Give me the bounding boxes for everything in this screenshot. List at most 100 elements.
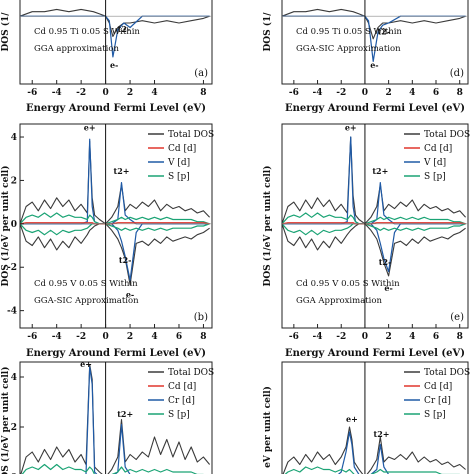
x-tick-label: 4 (409, 332, 415, 342)
state-annotation: e- (110, 60, 118, 70)
x-tick-label: -4 (313, 332, 323, 342)
method-label: GGA Approximation (296, 296, 383, 306)
state-annotation: t2+ (372, 166, 388, 176)
series-s-line (284, 466, 461, 474)
x-tick-label: 8 (200, 332, 206, 342)
x-tick-label: 0 (102, 332, 108, 342)
x-tick-label: 2 (127, 332, 133, 342)
y-tick-label: -2 (7, 263, 17, 273)
state-annotation: e+ (84, 123, 96, 133)
state-annotation: t2- (119, 255, 132, 265)
state-annotation: e- (384, 283, 392, 293)
legend-entry: Total DOS (168, 368, 214, 378)
x-tick-label: -6 (289, 332, 299, 342)
x-tick-label: 0 (102, 88, 108, 98)
state-annotation: e+ (345, 123, 357, 133)
x-tick-label: 4 (151, 332, 157, 342)
legend-entry: S [p] (168, 410, 190, 420)
x-tick-label: -6 (27, 88, 37, 98)
y-axis-label: DOS (1/eV per unit cell) (0, 166, 11, 287)
x-tick-label: 6 (433, 332, 439, 342)
legend-entry: Total DOS (424, 368, 470, 378)
x-tick-label: 8 (457, 332, 463, 342)
legend-entry: Total DOS (424, 130, 470, 140)
y-tick-label: 4 (11, 133, 17, 143)
x-tick-label: -4 (52, 88, 62, 98)
x-axis-label: Energy Around Fermi Level (eV) (285, 348, 465, 359)
panel-label: (b) (194, 312, 208, 323)
x-tick-label: 6 (433, 88, 439, 98)
state-annotation: t2+ (117, 409, 133, 419)
method-label: GGA-SIC Approximation (34, 296, 139, 306)
state-annotation: t2- (118, 24, 131, 34)
y-axis-label: DOS (1/ (262, 12, 273, 52)
y-tick-label: 0 (11, 220, 17, 230)
x-axis-label: Energy Around Fermi Level (eV) (285, 103, 465, 114)
x-tick-label: 0 (362, 88, 368, 98)
series-total-line (19, 140, 210, 225)
state-annotation: t2- (379, 257, 392, 267)
compound-label: Cd 0.95 V 0.05 S Within (296, 279, 400, 289)
legend-entry: Cd [d] (168, 144, 196, 154)
series-s-line (19, 212, 210, 225)
x-tick-label: -6 (27, 332, 37, 342)
series-total-line (19, 223, 210, 286)
panel-label: (d) (450, 68, 464, 79)
legend-entry: Cd [d] (424, 144, 452, 154)
x-tick-label: 4 (409, 88, 415, 98)
series-s-line (281, 223, 466, 236)
x-tick-label: 2 (385, 88, 391, 98)
x-tick-label: 4 (151, 88, 157, 98)
series-total-line (281, 8, 466, 40)
legend-entry: S [p] (424, 410, 446, 420)
legend-entry: Cd [d] (424, 382, 452, 392)
x-tick-label: 6 (176, 332, 182, 342)
legend-entry: S [p] (424, 172, 446, 182)
compound-label: Cd 0.95 Ti 0.05 S Within (296, 27, 402, 37)
series-s-line (21, 463, 204, 474)
x-tick-label: 0 (362, 332, 368, 342)
x-tick-label: 8 (200, 88, 206, 98)
x-tick-label: -2 (336, 332, 346, 342)
x-axis-label: Energy Around Fermi Level (eV) (26, 103, 206, 114)
series-tm-line (282, 223, 466, 273)
state-annotation: e+ (80, 359, 92, 369)
y-tick-label: 2 (11, 176, 17, 186)
legend-entry: Cr [d] (424, 396, 451, 406)
legend-entry: Total DOS (168, 130, 214, 140)
method-label: GGA approximation (34, 44, 119, 54)
series-s-line (281, 212, 466, 225)
state-annotation: t2+ (374, 429, 390, 439)
legend-entry: Cr [d] (168, 396, 195, 406)
x-tick-label: 2 (127, 88, 133, 98)
x-tick-label: -2 (336, 88, 346, 98)
y-tick-label: 4 (11, 373, 17, 383)
plot-frame (19, 123, 213, 329)
x-tick-label: -4 (52, 332, 62, 342)
compound-label: Cd 0.95 Ti 0.05 S Within (34, 27, 140, 37)
series-total-line (20, 363, 211, 474)
series-total-line (282, 426, 466, 474)
state-annotation: e- (126, 290, 134, 300)
method-label: GGA-SIC Approximation (296, 44, 401, 54)
panel-label: (a) (194, 68, 208, 79)
y-tick-label: -4 (7, 307, 17, 317)
legend-entry: V [d] (167, 158, 190, 168)
plot-frame (19, 0, 213, 85)
y-axis-label: DOS (1/eV per unit cell) (0, 367, 11, 474)
x-tick-label: -2 (76, 88, 86, 98)
state-annotation: e+ (346, 414, 358, 424)
x-tick-label: -2 (76, 332, 86, 342)
plot-frame (281, 361, 469, 474)
compound-label: Cd 0.95 V 0.05 S Within (34, 279, 138, 289)
legend-entry: S [p] (168, 172, 190, 182)
legend-entry: Cd [d] (168, 382, 196, 392)
series-total-line (19, 8, 210, 38)
y-axis-label: DOS (1/ (0, 12, 11, 52)
state-annotation: t2+ (114, 166, 130, 176)
x-tick-label: -4 (313, 88, 323, 98)
series-total-line (281, 136, 467, 225)
legend-entry: V [d] (423, 158, 446, 168)
x-tick-label: 2 (385, 332, 391, 342)
